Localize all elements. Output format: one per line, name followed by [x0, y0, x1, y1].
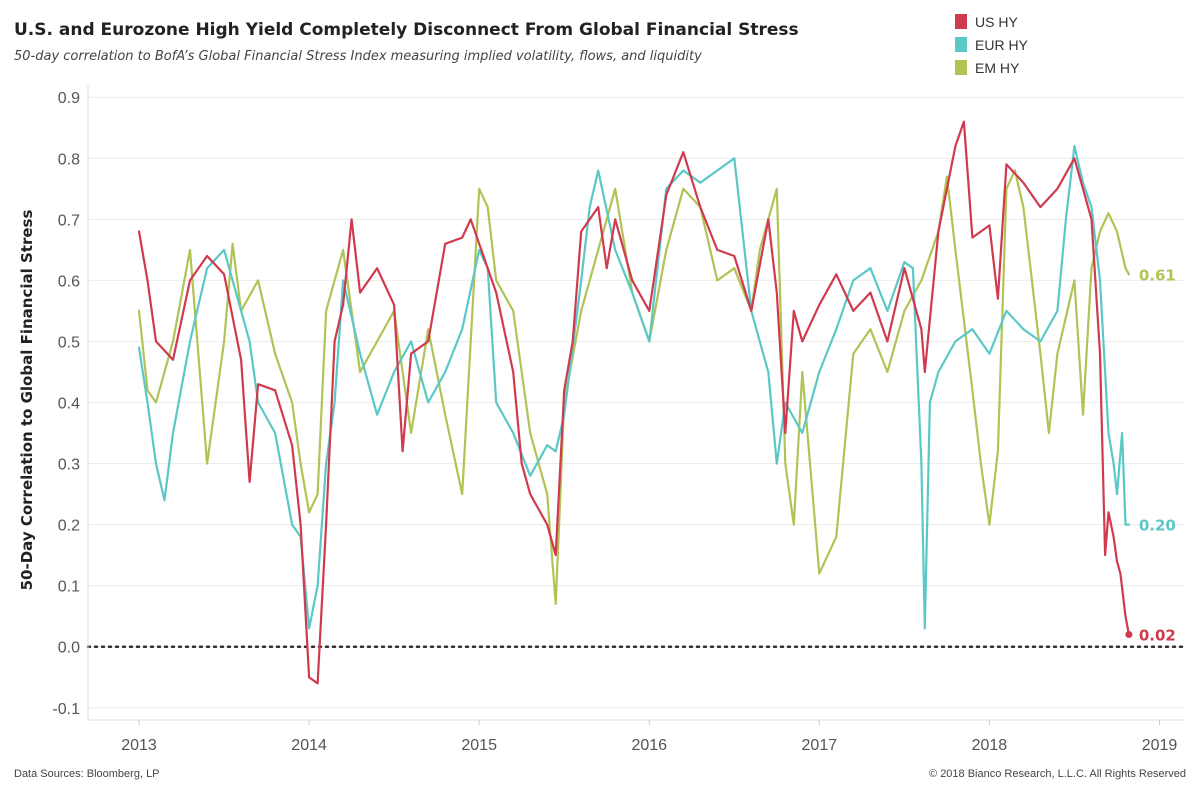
y-tick-label: -0.1: [52, 701, 80, 718]
x-tick-label: 2015: [461, 737, 497, 754]
y-tick-label: 0.3: [58, 457, 80, 474]
chart-subtitle: 50-day correlation to BofA’s Global Fina…: [14, 49, 702, 64]
y-tick-label: 0.9: [58, 90, 80, 107]
legend-label-us-hy: US HY: [975, 13, 1018, 30]
end-value-label: 0.02: [1139, 627, 1176, 645]
series-layer: [137, 120, 1131, 685]
x-tick-label: 2013: [121, 737, 157, 754]
data-source-note: Data Sources: Bloomberg, LP: [14, 768, 160, 780]
legend-item-us-hy[interactable]: US HY: [955, 10, 1028, 33]
legend-label-em-hy: EM HY: [975, 59, 1020, 76]
y-tick-label: 0.5: [58, 334, 80, 351]
x-tick-label: 2018: [972, 737, 1008, 754]
copyright-note: © 2018 Bianco Research, L.L.C. All Right…: [929, 768, 1186, 780]
y-tick-label: 0.4: [58, 396, 80, 413]
legend-item-eur-hy[interactable]: EUR HY: [955, 33, 1028, 56]
x-tick-label: 2016: [631, 737, 667, 754]
chart-legend: US HY EUR HY EM HY: [955, 10, 1028, 79]
y-tick-label: 0.8: [58, 151, 80, 168]
y-tick-label: 0.1: [58, 579, 80, 596]
end-label-layer: 0.02 0.20 0.61: [1125, 266, 1176, 645]
axis-layer: -0.1 0.0 0.1 0.2 0.3 0.4 0.5 0.6 0.7 0.8 0.9 2013 20…: [52, 85, 1185, 754]
grid-layer: [86, 96, 1187, 709]
legend-label-eur-hy: EUR HY: [975, 36, 1028, 53]
series-line-em-hy: [137, 169, 1131, 606]
y-tick-label: 0.6: [58, 273, 80, 290]
chart-title: U.S. and Eurozone High Yield Completely …: [14, 20, 799, 40]
legend-swatch-us-hy: [955, 14, 967, 29]
legend-item-em-hy[interactable]: EM HY: [955, 56, 1028, 79]
legend-swatch-eur-hy: [955, 37, 967, 52]
y-tick-label: 0.0: [58, 640, 80, 657]
legend-swatch-em-hy: [955, 60, 967, 75]
x-tick-label: 2019: [1142, 737, 1178, 754]
y-tick-label: 0.2: [58, 518, 80, 535]
end-value-label: 0.20: [1139, 517, 1176, 535]
end-value-label: 0.61: [1139, 266, 1176, 284]
x-tick-label: 2017: [802, 737, 838, 754]
x-tick-label: 2014: [291, 737, 327, 754]
y-axis-title: 50-Day Correlation to Global Financial S…: [18, 210, 36, 591]
end-point-marker: [1125, 631, 1133, 639]
y-tick-label: 0.7: [58, 212, 80, 229]
series-line-us-hy: [137, 120, 1131, 685]
